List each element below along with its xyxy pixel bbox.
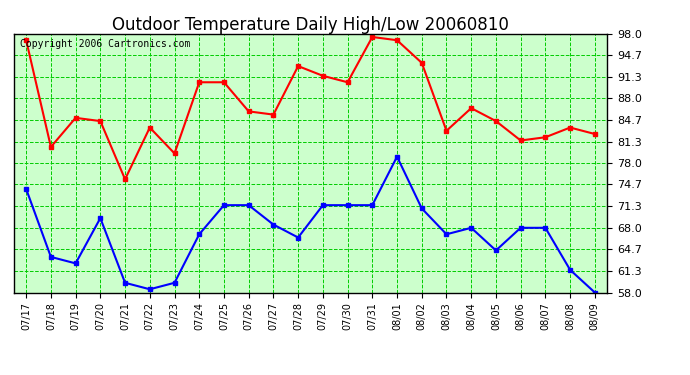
Text: Copyright 2006 Cartronics.com: Copyright 2006 Cartronics.com bbox=[20, 39, 190, 49]
Title: Outdoor Temperature Daily High/Low 20060810: Outdoor Temperature Daily High/Low 20060… bbox=[112, 16, 509, 34]
